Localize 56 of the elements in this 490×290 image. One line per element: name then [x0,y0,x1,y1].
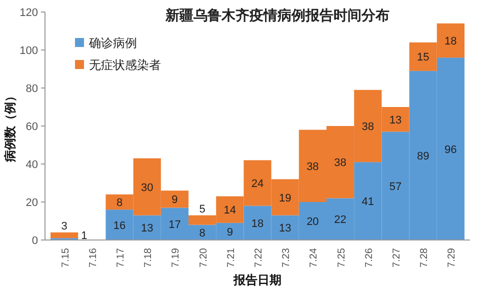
y-tick-label: 100 [20,45,38,57]
x-tick-label: 7.18 [143,248,154,268]
data-label: 9 [226,226,233,238]
data-label: 8 [199,227,206,240]
data-label: 96 [444,144,457,156]
data-label: 13 [389,114,402,126]
data-label: 18 [444,36,457,48]
data-label: 14 [224,204,236,217]
x-tick-label: 7.20 [198,248,210,268]
x-tick-label: 7.27 [391,248,402,268]
data-label: 19 [278,192,292,204]
x-tick-label: 7.28 [419,248,430,268]
legend-label: 确诊病例 [88,36,137,50]
x-tick-label: 7.16 [88,248,99,268]
data-label: 1 [81,230,88,242]
x-tick-label: 7.29 [446,248,458,268]
data-label: 38 [334,157,346,170]
data-label: 30 [140,182,154,194]
x-tick-label: 7.15 [60,248,72,268]
data-label: 16 [113,220,126,232]
x-axis-title: 报告日期 [232,273,282,287]
y-tick-label: 120 [20,7,38,19]
data-label: 38 [306,160,319,173]
data-label: 18 [251,218,264,230]
x-tick-label: 7.25 [336,248,348,268]
data-label: 20 [306,216,319,228]
data-label: 22 [334,214,346,226]
data-label: 89 [416,150,430,162]
data-label: 15 [416,52,430,64]
x-tick-label: 7.24 [308,248,320,268]
data-label: 8 [116,197,123,209]
data-label: 13 [278,222,292,235]
x-tick-label: 7.17 [116,248,127,268]
x-tick-label: 7.23 [281,248,292,268]
bar [50,232,78,238]
data-label: 5 [199,203,206,216]
data-label: 38 [362,121,374,133]
legend-label: 无症状感染者 [89,58,161,72]
y-tick-label: 0 [32,235,38,247]
y-tick-label: 20 [26,197,38,209]
data-label: 17 [168,218,181,231]
y-tick-label: 40 [26,159,38,171]
chart-title: 新疆乌鲁木齐疫情病例报告时间分布 [164,7,390,23]
x-tick-label: 7.22 [254,248,264,268]
data-label: 41 [362,196,374,208]
x-tick-label: 7.21 [226,248,237,268]
y-axis-title: 病例数（例） [3,90,17,163]
data-label: 3 [61,220,68,232]
data-label: 24 [251,178,264,190]
x-tick-label: 7.26 [364,248,375,268]
y-tick-label: 80 [26,83,38,95]
y-tick-label: 60 [26,121,38,133]
data-label: 9 [172,194,178,206]
x-tick-label: 7.19 [170,248,182,268]
data-label: 13 [140,222,154,235]
data-label: 57 [389,180,402,193]
